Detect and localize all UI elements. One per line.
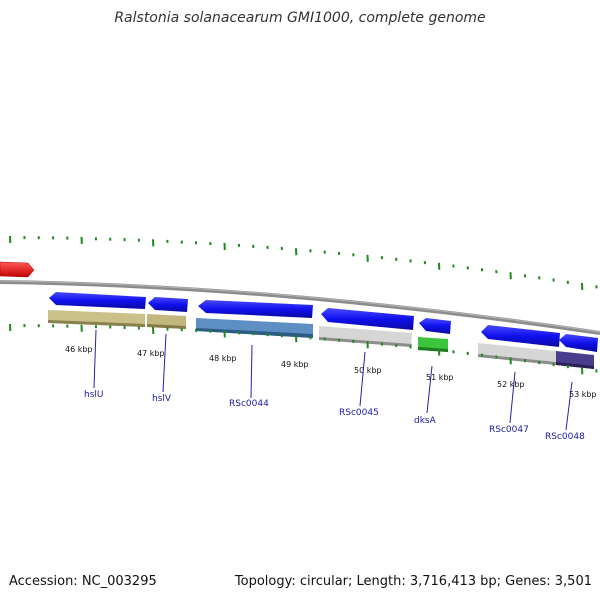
cds-arrow-RSc0045 (321, 308, 414, 330)
gene-label-leaders (93, 329, 573, 431)
gene-labels: hslU hslV RSc0044 RSc0045 dksA RSc0047 R… (84, 390, 585, 442)
genome-summary: Topology: circular; Length: 3,716,413 bp… (234, 574, 592, 589)
inner-tick-ring (9, 323, 598, 375)
outer-tick-ring (9, 235, 598, 291)
cds-arrow-dksA (419, 318, 451, 334)
gene-label-dksA: dksA (414, 416, 437, 426)
cds-arrow-RSc0047 (481, 325, 560, 347)
cds-arrow-RSc0048 (559, 334, 598, 352)
genome-backbone (0, 280, 600, 335)
gene-label-RSc0045: RSc0045 (339, 408, 379, 418)
tick-labels: 46 kbp 47 kbp 48 kbp 49 kbp 50 kbp 51 kb… (65, 345, 597, 399)
gene-label-RSc0047: RSc0047 (489, 425, 529, 435)
cds-track (49, 292, 598, 352)
tick-label: 52 kbp (497, 380, 525, 389)
gene-label-hslV: hslV (152, 394, 172, 404)
accession-label: Accession: NC_003295 (9, 574, 157, 589)
tick-label: 51 kbp (426, 373, 454, 382)
gene-label-RSc0044: RSc0044 (229, 399, 269, 409)
cds-arrow-RSc0044 (198, 300, 313, 318)
tick-label: 53 kbp (569, 390, 597, 399)
forward-feature-arrow (0, 261, 35, 278)
tick-label: 48 kbp (209, 354, 237, 363)
cds-arrow-hslU (49, 292, 146, 309)
gene-bar-track (48, 310, 594, 369)
gene-label-hslU: hslU (84, 390, 103, 400)
tick-label: 50 kbp (354, 366, 382, 375)
tick-label: 46 kbp (65, 345, 93, 354)
gene-bar-RSc0047 (478, 343, 556, 365)
tick-label: 47 kbp (137, 349, 165, 358)
page-title: Ralstonia solanacearum GMI1000, complete… (114, 10, 486, 26)
cds-arrow-hslV (148, 297, 188, 312)
gene-label-RSc0048: RSc0048 (545, 432, 585, 442)
tick-label: 49 kbp (281, 360, 309, 369)
